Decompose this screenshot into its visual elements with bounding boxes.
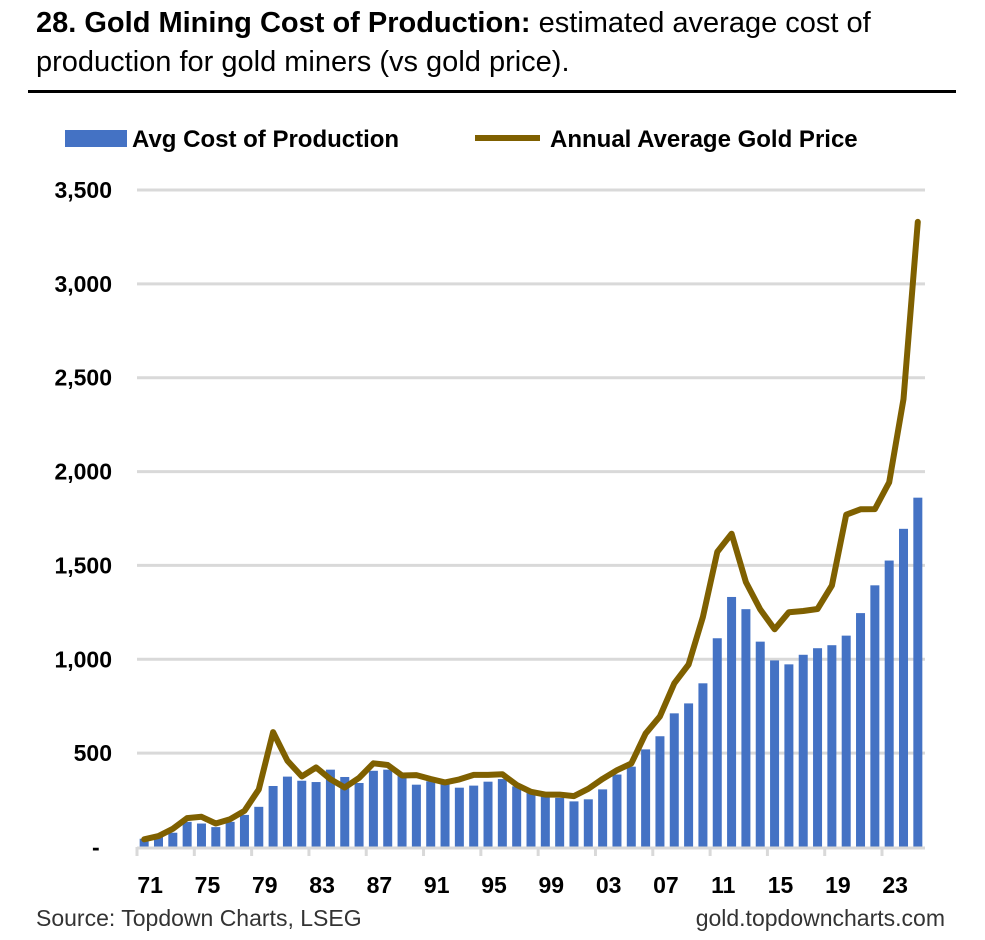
y-tick-label: 2,000 xyxy=(54,459,112,485)
bar xyxy=(411,784,421,847)
bar xyxy=(239,814,249,847)
bar xyxy=(712,638,722,847)
bar xyxy=(196,823,206,847)
bar xyxy=(669,713,679,847)
x-axis-labels: 71 75 79 83 87 91 95 99 03 07 11 15 19 23 xyxy=(137,872,908,898)
x-axis xyxy=(135,846,925,856)
gold-price-line xyxy=(141,218,921,843)
x-tick-label: 99 xyxy=(539,872,565,898)
bar xyxy=(497,779,507,847)
bar xyxy=(311,782,321,847)
bar xyxy=(254,806,264,847)
bar xyxy=(268,785,278,847)
bar xyxy=(870,585,880,847)
title-rest: estimated average cost of production for… xyxy=(36,7,871,78)
bar xyxy=(884,560,894,847)
y-tick-label: - xyxy=(92,834,100,860)
bar xyxy=(612,774,622,847)
bar xyxy=(598,789,608,847)
title-divider xyxy=(28,90,956,93)
x-tick-label: 19 xyxy=(825,872,851,898)
legend-label-cost: Avg Cost of Production xyxy=(132,126,399,153)
x-tick-label: 23 xyxy=(882,872,908,898)
bar xyxy=(555,797,565,847)
bar xyxy=(741,609,751,847)
bar xyxy=(540,794,550,847)
legend-swatch-cost xyxy=(65,130,127,147)
bar xyxy=(297,780,307,847)
bar xyxy=(397,774,407,847)
x-tick-label: 15 xyxy=(768,872,794,898)
y-tick-label: 1,000 xyxy=(54,646,112,672)
bar xyxy=(383,769,393,847)
bar xyxy=(655,736,665,847)
bar xyxy=(440,783,450,847)
y-tick-label: 1,500 xyxy=(54,552,112,578)
bar xyxy=(526,792,536,847)
x-tick-label: 91 xyxy=(424,872,450,898)
website-credit: gold.topdowncharts.com xyxy=(695,905,945,931)
y-tick-label: 2,500 xyxy=(54,365,112,391)
bar xyxy=(698,683,708,847)
bar xyxy=(583,799,593,847)
bar xyxy=(798,654,808,847)
x-tick-label: 75 xyxy=(195,872,221,898)
bar xyxy=(211,827,221,847)
bar xyxy=(626,766,636,847)
y-tick-label: 500 xyxy=(74,740,112,766)
bar xyxy=(841,635,851,847)
bar xyxy=(512,786,522,847)
bar xyxy=(368,770,378,847)
bar xyxy=(641,749,651,847)
bar xyxy=(684,703,694,847)
bar xyxy=(168,832,178,847)
x-tick-label: 71 xyxy=(137,872,163,898)
bar xyxy=(483,781,493,847)
y-tick-label: 3,000 xyxy=(54,271,112,297)
legend-label-price: Annual Average Gold Price xyxy=(550,126,858,153)
bar xyxy=(899,528,909,847)
bar xyxy=(784,664,794,847)
x-tick-label: 83 xyxy=(309,872,335,898)
bar xyxy=(354,782,364,847)
bar xyxy=(856,613,866,847)
bar xyxy=(139,838,149,847)
chart-title: 28. Gold Mining Cost of Production: esti… xyxy=(36,4,956,82)
bar xyxy=(770,660,780,847)
bar xyxy=(182,821,192,847)
bar xyxy=(153,835,163,847)
bar xyxy=(755,641,765,847)
x-tick-label: 03 xyxy=(596,872,622,898)
bar xyxy=(340,776,350,847)
x-tick-label: 79 xyxy=(252,872,278,898)
bar xyxy=(727,596,737,847)
y-tick-label: 3,500 xyxy=(54,177,112,203)
x-tick-label: 07 xyxy=(653,872,679,898)
gridlines xyxy=(137,188,925,755)
y-axis-labels: - 500 1,000 1,500 2,000 2,500 3,000 3,500 xyxy=(54,177,112,860)
x-tick-label: 87 xyxy=(367,872,393,898)
bar xyxy=(225,821,235,847)
gold-price-series xyxy=(141,218,921,843)
title-bold: 28. Gold Mining Cost of Production: xyxy=(36,7,531,39)
bar xyxy=(569,801,579,847)
bar xyxy=(469,785,479,847)
bar xyxy=(426,781,436,847)
x-tick-label: 95 xyxy=(481,872,507,898)
bar xyxy=(282,776,292,847)
bar xyxy=(913,497,923,847)
bar xyxy=(454,787,464,847)
source-note: Source: Topdown Charts, LSEG xyxy=(36,905,362,931)
bar xyxy=(827,645,837,847)
legend: Avg Cost of Production Annual Average Go… xyxy=(65,126,858,153)
bar xyxy=(813,648,823,847)
x-tick-label: 11 xyxy=(711,872,736,898)
bar xyxy=(325,769,335,847)
bars xyxy=(139,497,923,847)
